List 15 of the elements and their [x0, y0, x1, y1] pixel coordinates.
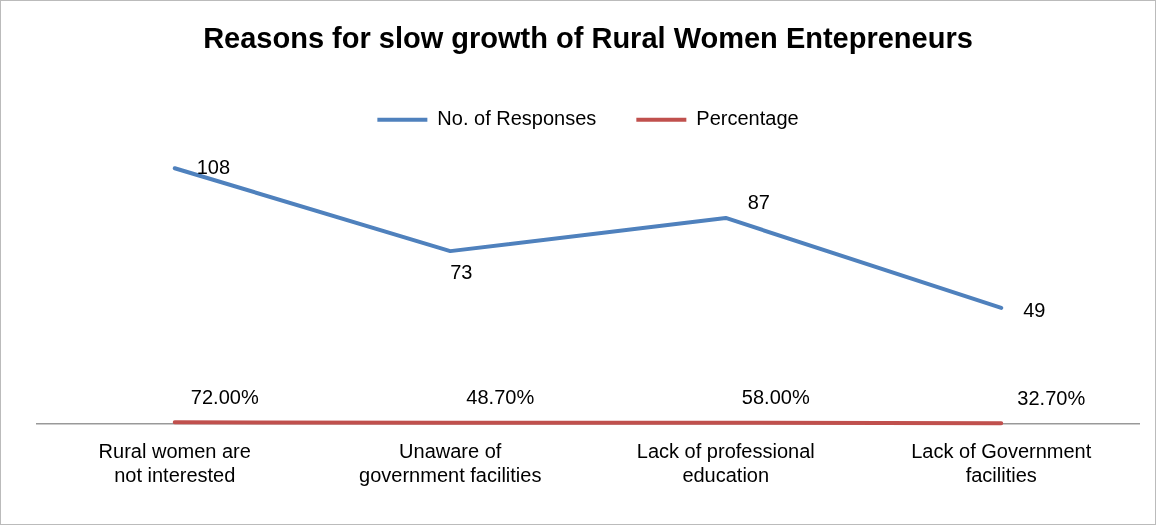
data-label: 108 — [196, 155, 231, 178]
x-tick-label: Lack of Government facilities — [911, 439, 1092, 486]
data-label: 87 — [747, 191, 770, 214]
legend-label: Percentage — [696, 107, 799, 130]
data-label: 73 — [450, 260, 473, 283]
data-label: 72.00% — [190, 385, 259, 408]
legend-label: No. of Responses — [437, 107, 597, 130]
chart-title: Reasons for slow growth of Rural Women Entepreneurs — [203, 22, 973, 55]
x-tick-label: Rural women are not interested — [98, 439, 251, 486]
x-tick-label: Unaware of government facilities — [359, 439, 542, 486]
data-label: 32.70% — [1017, 386, 1086, 409]
data-label: 58.00% — [741, 386, 810, 409]
x-tick-label: Lack of professional education — [636, 439, 815, 486]
data-label: 48.70% — [466, 386, 535, 409]
data-label: 49 — [1023, 299, 1046, 322]
